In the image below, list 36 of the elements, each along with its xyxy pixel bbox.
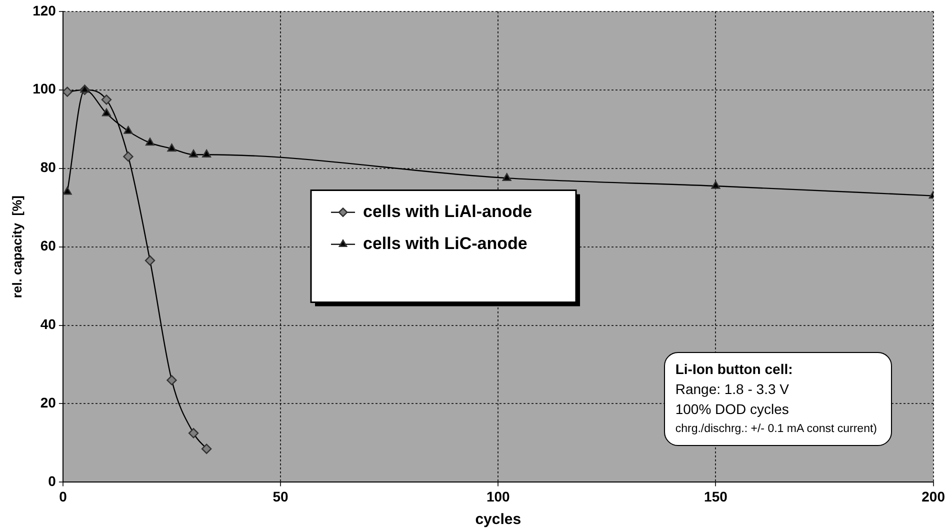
y-tick-label: 20 xyxy=(40,394,56,411)
y-tick-label: 120 xyxy=(32,2,56,18)
y-tick-label: 80 xyxy=(40,159,56,176)
point xyxy=(101,94,112,105)
x-tick-label: 150 xyxy=(704,488,728,504)
y-tick-label: 60 xyxy=(40,238,56,254)
y-tick-label: 40 xyxy=(40,316,56,332)
point xyxy=(146,138,154,146)
point xyxy=(711,180,720,189)
point xyxy=(62,186,72,195)
y-axis-title: rel. capacity [%] xyxy=(9,195,24,298)
legend-label: cells with LiC-anode xyxy=(363,234,528,253)
point xyxy=(124,126,133,134)
annotation: chrg./dischrg.: +/- 0.1 mA const current) xyxy=(675,422,877,437)
x-axis-title: cycles xyxy=(475,511,522,528)
point xyxy=(502,173,512,181)
x-tick-label: 0 xyxy=(59,488,68,504)
point xyxy=(166,375,177,386)
point xyxy=(201,444,212,454)
point xyxy=(144,255,156,266)
x-tick-label: 50 xyxy=(272,488,289,504)
legend-label: cells with LiAl-anode xyxy=(363,202,532,221)
annotation: Li-Ion button cell: xyxy=(675,360,794,379)
point xyxy=(167,144,176,152)
point xyxy=(123,151,134,162)
point xyxy=(202,150,212,158)
point xyxy=(102,108,111,116)
point xyxy=(188,428,199,438)
point xyxy=(189,150,198,158)
point xyxy=(62,86,72,97)
x-tick-label: 200 xyxy=(922,488,946,504)
x-tick-label: 100 xyxy=(486,488,510,504)
annotation: 100% DOD cycles xyxy=(675,400,790,419)
y-tick-label: 100 xyxy=(32,80,56,97)
y-tick-label: 0 xyxy=(48,473,56,490)
annotation: Range: 1.8 - 3.3 V xyxy=(675,380,790,399)
